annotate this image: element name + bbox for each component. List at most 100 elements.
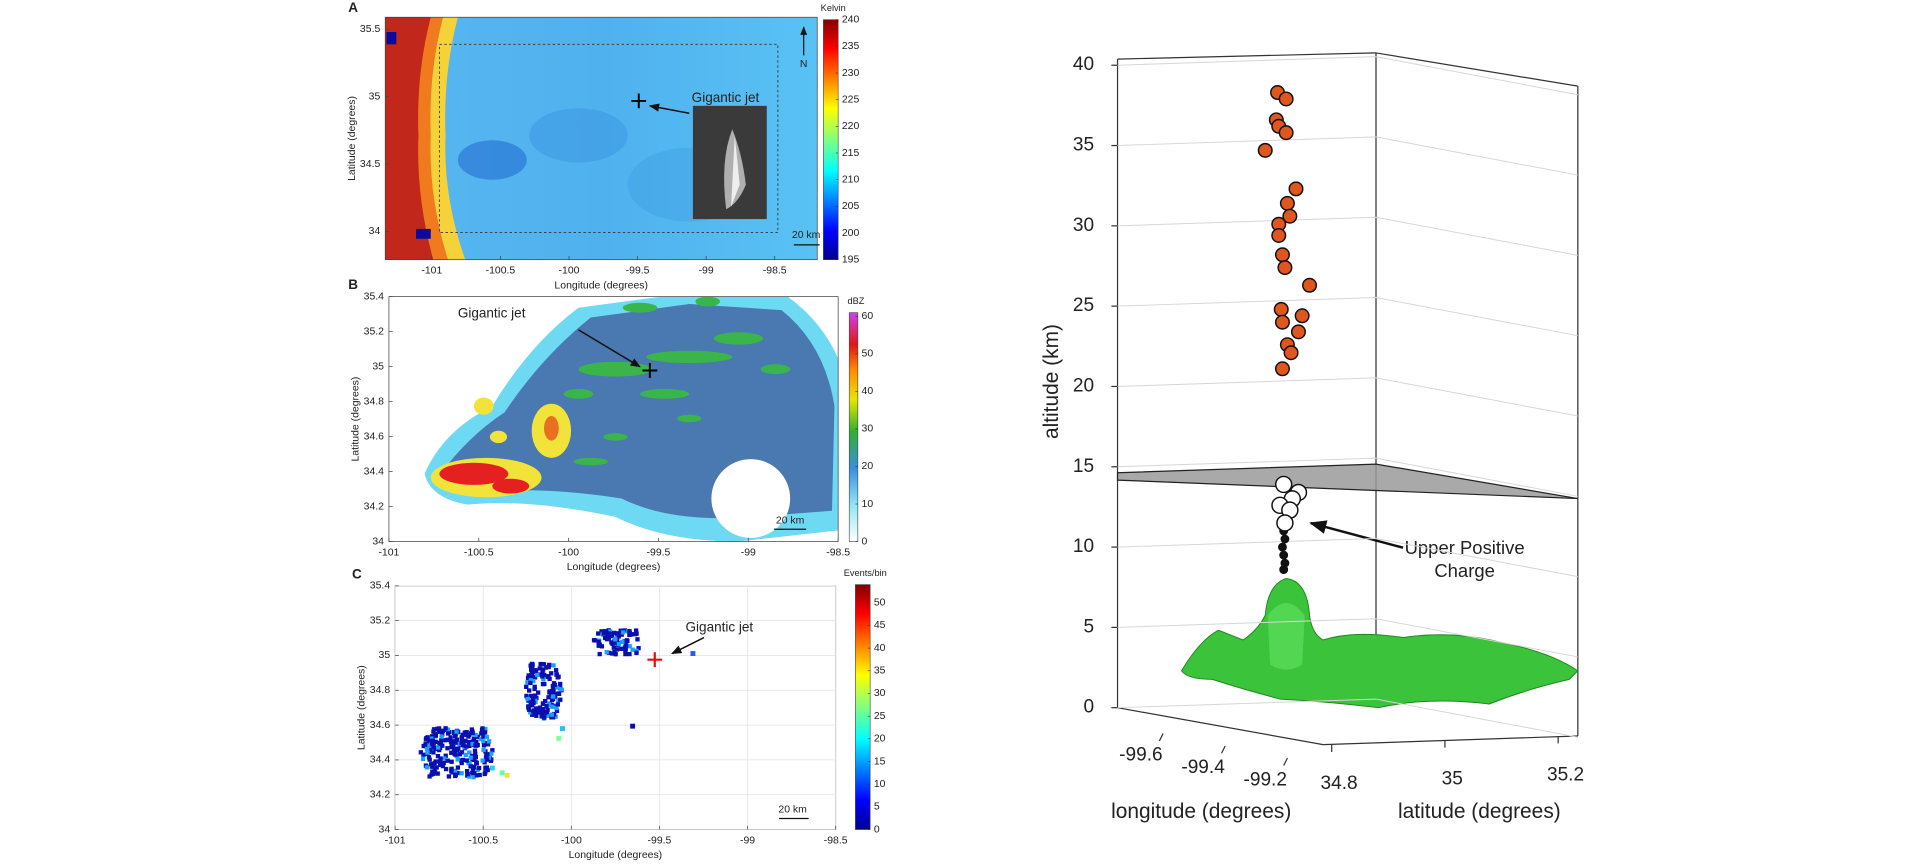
bin bbox=[464, 758, 470, 763]
bin bbox=[616, 641, 621, 647]
bin bbox=[463, 752, 468, 758]
colorbar-label: Kelvin bbox=[821, 3, 846, 13]
point bbox=[1283, 345, 1299, 361]
bin bbox=[548, 692, 554, 697]
panel-letter: A bbox=[348, 0, 358, 15]
bin bbox=[453, 740, 458, 745]
cloud-highlight bbox=[1267, 603, 1305, 670]
grid-line bbox=[1117, 618, 1578, 658]
bin bbox=[627, 632, 632, 638]
bin bbox=[549, 671, 554, 676]
bin bbox=[427, 774, 432, 779]
x-tick-label: -99.5 bbox=[648, 835, 672, 846]
x-tick-label: -101 bbox=[421, 266, 442, 277]
point bbox=[1257, 142, 1273, 158]
bin bbox=[525, 680, 530, 685]
y-tick-label: 34.4 bbox=[364, 466, 385, 477]
bin bbox=[551, 663, 556, 668]
bin bbox=[473, 754, 479, 760]
z-tick-label: 40 bbox=[1073, 54, 1094, 75]
bin bbox=[484, 757, 490, 762]
bin bbox=[627, 644, 632, 649]
bin bbox=[445, 731, 451, 736]
bin bbox=[614, 647, 620, 652]
bin bbox=[439, 734, 444, 739]
bin bbox=[441, 760, 446, 766]
bin bbox=[488, 758, 494, 763]
bin bbox=[475, 742, 480, 748]
annotation-box: Upper Positive Charge bbox=[1405, 538, 1525, 582]
grid-line bbox=[1117, 56, 1578, 96]
grid-line bbox=[1117, 136, 1578, 176]
bin bbox=[435, 753, 441, 759]
bin bbox=[470, 730, 475, 736]
bin bbox=[443, 753, 448, 758]
bin bbox=[499, 770, 505, 776]
colorbar-tick-label: 230 bbox=[842, 68, 860, 79]
panel-a-image bbox=[385, 17, 818, 260]
y-tick-label: 34.6 bbox=[364, 431, 385, 442]
point bbox=[1288, 181, 1304, 197]
bin bbox=[432, 770, 438, 775]
bin bbox=[459, 735, 464, 740]
bin bbox=[429, 734, 435, 739]
bin bbox=[544, 665, 549, 670]
bin bbox=[630, 647, 635, 652]
bin bbox=[540, 701, 546, 706]
bin bbox=[610, 651, 615, 656]
bin bbox=[480, 730, 485, 736]
point bbox=[1277, 260, 1293, 276]
panel-c-image: Gigantic jet 20 km bbox=[394, 585, 837, 830]
x-axis-label: Longitude (degrees) bbox=[554, 280, 648, 291]
bin bbox=[443, 726, 448, 731]
bin bbox=[433, 759, 438, 764]
bin bbox=[445, 737, 450, 742]
bin bbox=[553, 714, 558, 719]
bin bbox=[477, 772, 482, 778]
bin bbox=[454, 729, 459, 734]
panel-letter: C bbox=[352, 566, 362, 581]
bin bbox=[435, 771, 440, 776]
colorbar-tick-label: 20 bbox=[874, 734, 886, 745]
scale-label: 20 km bbox=[776, 515, 805, 526]
bin bbox=[446, 774, 452, 779]
bin bbox=[616, 634, 621, 639]
x-tick-label: -98.5 bbox=[826, 547, 850, 558]
colorbar bbox=[855, 584, 871, 830]
z-tick-label: 5 bbox=[1084, 616, 1095, 637]
x-tick-label: -101 bbox=[385, 835, 406, 846]
bin bbox=[528, 678, 533, 683]
grid-line bbox=[1117, 377, 1578, 417]
bin bbox=[539, 710, 544, 715]
bin bbox=[468, 764, 473, 769]
bin bbox=[525, 696, 530, 702]
bin bbox=[431, 750, 436, 755]
bin bbox=[490, 748, 495, 753]
bin bbox=[481, 743, 487, 748]
point bbox=[1290, 324, 1306, 340]
bin bbox=[529, 703, 535, 708]
bin bbox=[528, 693, 534, 699]
bin bbox=[445, 758, 450, 763]
bin bbox=[619, 632, 624, 637]
bin bbox=[429, 764, 435, 769]
x-axis-label: longitude (degrees) bbox=[1111, 800, 1291, 823]
y-tick-label: 34 bbox=[372, 536, 384, 547]
box-3d bbox=[1116, 52, 1579, 746]
bin bbox=[558, 681, 563, 687]
grid-line bbox=[1117, 537, 1578, 578]
colorbar-tick-label: 50 bbox=[862, 349, 874, 360]
panel-a-frame bbox=[384, 16, 818, 261]
bin bbox=[438, 761, 443, 767]
charge-arrow bbox=[1309, 520, 1404, 549]
panel-d-marks: 0 5 10 15 20 25 30 35 40 -99.6 -99.4 -99.2 34.8 35 35.… bbox=[1040, 54, 1584, 823]
jet-arrow bbox=[648, 103, 690, 114]
bin bbox=[456, 746, 461, 751]
bin bbox=[431, 740, 436, 746]
z-tick-label: 15 bbox=[1073, 456, 1094, 477]
bin bbox=[465, 771, 470, 777]
bin bbox=[443, 738, 448, 743]
bin bbox=[530, 697, 536, 702]
x-tick-label: -100 bbox=[559, 266, 580, 277]
bin bbox=[474, 739, 479, 745]
